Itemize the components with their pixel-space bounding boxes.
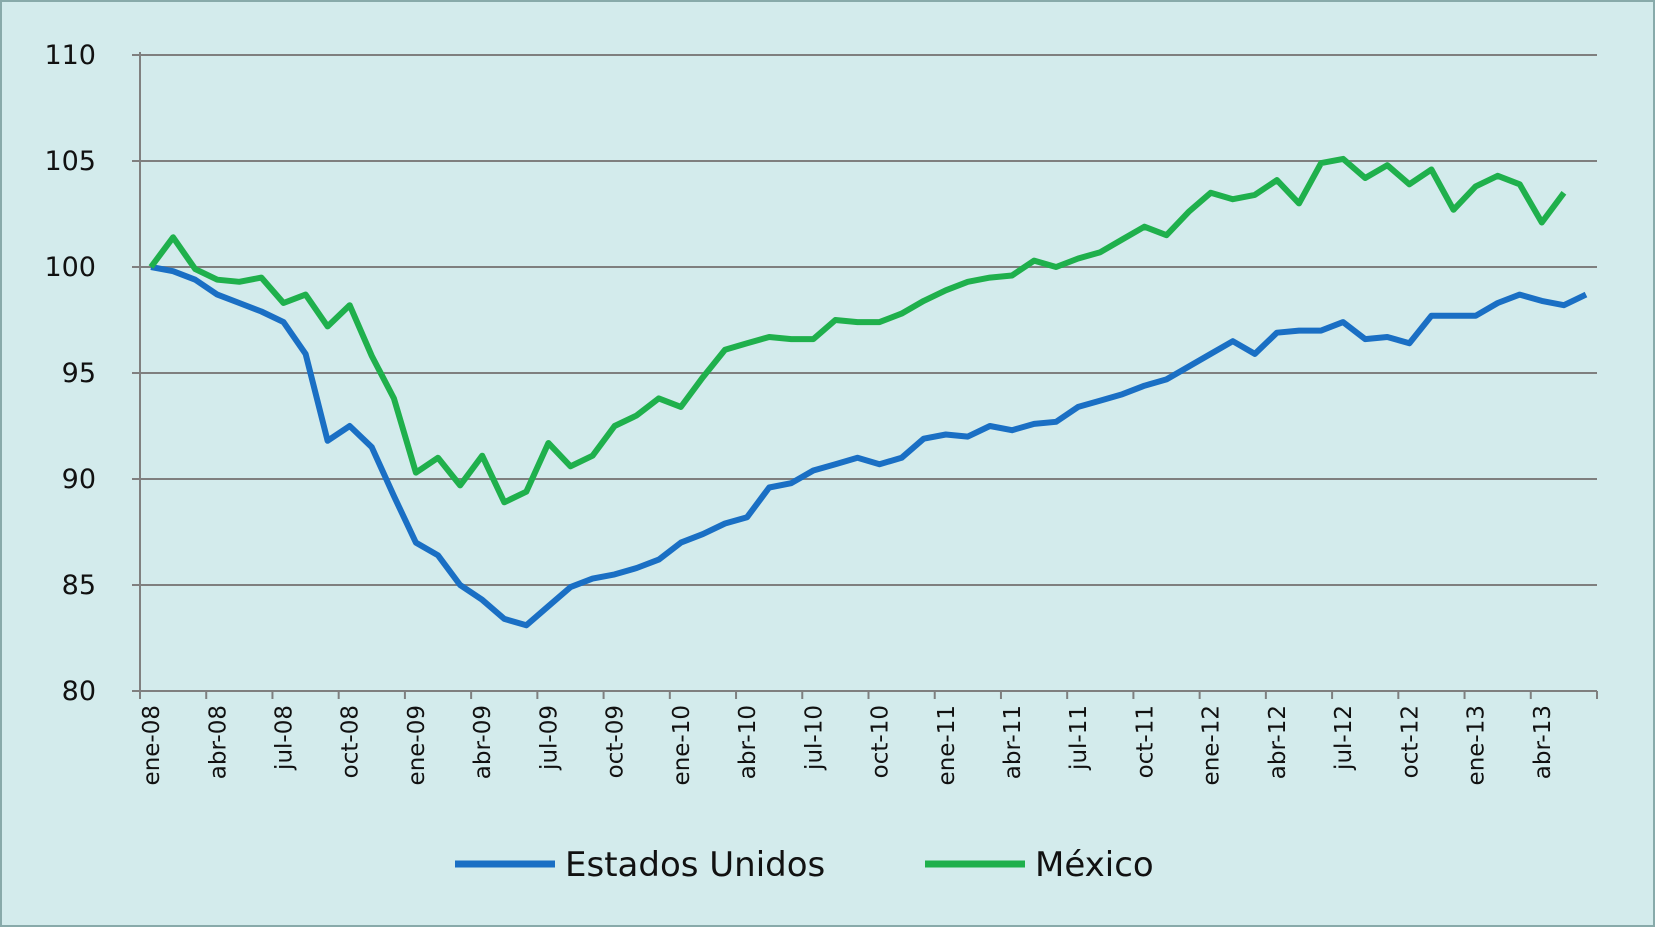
x-tick-label: abr-11 [1000, 705, 1026, 779]
series-line [150, 264, 1588, 629]
series-line [148, 155, 1567, 506]
y-tick-label: 110 [44, 40, 96, 71]
x-tick-label: oct-10 [868, 705, 894, 778]
x-tick-label: jul-11 [1066, 705, 1092, 771]
x-tick-label: ene-11 [934, 705, 960, 785]
legend-label: Estados Unidos [565, 845, 825, 885]
x-tick-label: ene-13 [1464, 705, 1490, 785]
x-tick-label: jul-12 [1331, 705, 1357, 771]
x-tick-label: abr-12 [1265, 705, 1291, 779]
x-tick-label: abr-13 [1530, 705, 1556, 779]
x-tick-label: ene-12 [1199, 705, 1225, 785]
x-tick-label: abr-10 [735, 705, 761, 779]
legend-label: México [1035, 845, 1154, 885]
x-tick-label: abr-09 [470, 705, 496, 779]
y-tick-label: 80 [62, 676, 96, 707]
x-tick-label: abr-08 [205, 705, 231, 779]
x-tick-label: oct-08 [338, 705, 364, 778]
x-tick-label: jul-10 [801, 705, 827, 771]
x-tick-label: jul-08 [271, 705, 297, 771]
x-tick-label: oct-09 [603, 705, 629, 778]
y-tick-label: 100 [44, 252, 96, 283]
y-tick-label: 105 [44, 146, 96, 177]
y-tick-label: 90 [62, 464, 96, 495]
x-tick-label: oct-12 [1397, 705, 1423, 778]
y-tick-label: 95 [62, 358, 96, 389]
x-tick-label: oct-11 [1132, 705, 1158, 778]
x-tick-label: ene-08 [139, 705, 165, 785]
x-tick-label: ene-10 [669, 705, 695, 785]
x-tick-label: ene-09 [404, 705, 430, 785]
x-tick-label: jul-09 [536, 705, 562, 771]
y-tick-label: 85 [62, 570, 96, 601]
